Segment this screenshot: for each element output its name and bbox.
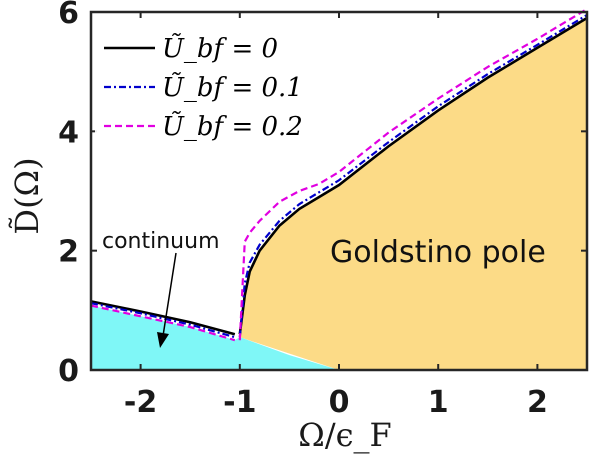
legend: Ũ_bf = 0 Ũ_bf = 0.1 Ũ_bf = 0.2 [95, 22, 303, 142]
x-axis-label: Ω/ϵ_F [298, 416, 391, 454]
series-line-2-right [238, 8, 588, 341]
y-tick-label: 2 [58, 235, 79, 270]
x-tick-label: 1 [428, 385, 449, 420]
series-line-1-right [238, 14, 588, 338]
y-axis-label: D̃(Ω) [8, 157, 46, 234]
y-tick-label: 0 [58, 354, 79, 389]
x-tick-label: -1 [223, 385, 256, 420]
continuum-arrow [157, 252, 177, 348]
x-tick-label: 0 [329, 385, 350, 420]
y-tick-label: 6 [58, 0, 79, 31]
x-tick-label: 2 [527, 385, 548, 420]
legend-background [95, 22, 295, 140]
series-line-2-left [90, 304, 236, 342]
goldstino-label: Goldstino pole [330, 235, 546, 270]
continuum-region [91, 305, 339, 370]
legend-label: Ũ_bf = 0 [162, 32, 278, 64]
legend-label: Ũ_bf = 0.2 [162, 110, 303, 142]
continuum-label: continuum [102, 229, 220, 254]
x-tick-label: -2 [124, 385, 157, 420]
x-axis-ticks: -2 -1 0 1 2 [124, 12, 548, 420]
series-line-0-right [238, 16, 588, 335]
legend-label: Ũ_bf = 0.1 [162, 71, 303, 103]
y-tick-label: 4 [58, 115, 79, 150]
goldstino-pole-region [239, 17, 588, 370]
